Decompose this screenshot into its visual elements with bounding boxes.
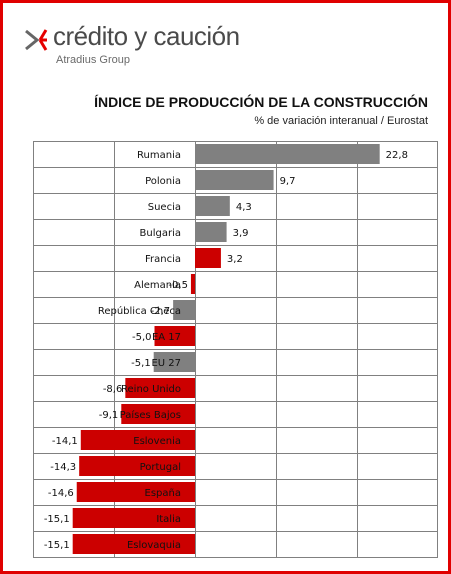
- value-label: -14,1: [52, 436, 78, 447]
- category-label: Italia: [156, 514, 181, 525]
- category-label: Francia: [145, 254, 181, 265]
- bar: [72, 534, 195, 554]
- value-label: -14,6: [48, 488, 74, 499]
- value-label: 3,2: [227, 254, 243, 265]
- bar: [195, 248, 221, 268]
- value-label: -8,6: [103, 384, 123, 395]
- category-label: Eslovaquia: [127, 540, 181, 551]
- bar: [195, 196, 230, 216]
- bar: [173, 300, 195, 320]
- category-label: Alemania: [134, 280, 181, 291]
- category-label: Portugal: [140, 462, 181, 473]
- brand-arrow-icon: [25, 29, 48, 51]
- value-label: 22,8: [386, 150, 408, 161]
- brand-subtitle: Atradius Group: [56, 54, 130, 66]
- category-label: República Checa: [98, 305, 181, 317]
- category-label: EA 17: [152, 332, 181, 343]
- value-label: -5,0: [132, 332, 152, 343]
- chart-subtitle: % de variación interanual / Eurostat: [254, 115, 428, 127]
- bar: [121, 404, 195, 424]
- bar: [195, 144, 380, 164]
- value-label: -5,1: [131, 358, 151, 369]
- bar: [190, 274, 195, 294]
- chart-title: ÍNDICE DE PRODUCCIÓN DE LA CONSTRUCCIÓN: [94, 94, 428, 110]
- value-label: -2,7: [151, 306, 171, 317]
- bar: [79, 456, 195, 476]
- value-label: -0,5: [168, 280, 188, 291]
- bar: [125, 378, 195, 398]
- category-label: Polonia: [145, 176, 181, 187]
- brand-name: crédito y caución: [53, 21, 240, 51]
- category-label: Bulgaria: [140, 228, 181, 239]
- category-label: EU 27: [151, 358, 181, 369]
- value-label: -14,3: [50, 462, 76, 473]
- category-label: Países Bajos: [120, 409, 181, 421]
- category-label: Reino Unido: [121, 384, 181, 395]
- bar: [72, 508, 195, 528]
- value-label: 3,9: [233, 228, 249, 239]
- value-label: 9,7: [280, 176, 296, 187]
- value-label: -9,1: [99, 410, 119, 421]
- value-label: -15,1: [44, 540, 70, 551]
- bar: [76, 482, 195, 502]
- category-label: Suecia: [148, 202, 181, 213]
- category-label: España: [145, 488, 181, 499]
- value-label: -15,1: [44, 514, 70, 525]
- bar: [195, 170, 274, 190]
- category-label: Rumania: [137, 150, 181, 161]
- bar: [80, 430, 195, 450]
- bar: [153, 352, 195, 372]
- bar: [154, 326, 195, 346]
- bar-chart: Rumania 22,8 Polonia 9,7 Suecia 4,3 Bulgaria 3,…: [33, 141, 438, 558]
- value-label: 4,3: [236, 202, 252, 213]
- bar: [195, 222, 227, 242]
- brand-logo: crédito y caución Atradius Group: [23, 21, 263, 69]
- category-label: Eslovenia: [133, 436, 181, 447]
